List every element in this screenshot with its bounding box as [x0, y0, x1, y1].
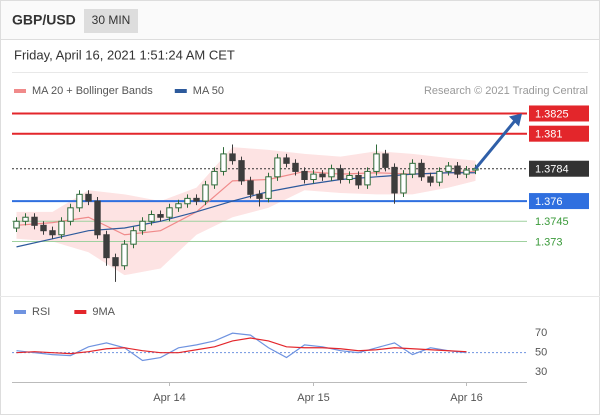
level-label: 1.3784: [535, 164, 569, 176]
rsi-line: [16, 337, 467, 355]
candle-body: [355, 174, 362, 186]
candle-body: [211, 170, 218, 186]
candle-body: [256, 193, 263, 199]
level-label: 1.3745: [535, 216, 569, 228]
candle-body: [400, 173, 407, 194]
candle-body: [157, 214, 164, 218]
y-tick-label: 70: [535, 327, 547, 339]
y-tick-label: 30: [535, 366, 547, 378]
candle-body: [310, 173, 317, 181]
candle-body: [337, 168, 344, 181]
candle-body: [130, 230, 137, 245]
y-tick-label: 50: [535, 347, 547, 359]
candle-body: [436, 170, 443, 183]
candle-body: [265, 176, 272, 199]
legend-label: MA 50: [193, 85, 224, 97]
legend-label: 9MA: [92, 306, 115, 318]
candle-body: [247, 180, 254, 195]
level-label: 1.376: [535, 196, 563, 208]
candle-body: [454, 165, 461, 175]
level-box: [529, 193, 589, 210]
legend-swatch: [174, 89, 187, 93]
candle-body: [85, 193, 92, 202]
candle-body: [103, 234, 110, 259]
candle-body: [391, 166, 398, 194]
candle-body: [472, 168, 479, 171]
candle-body: [364, 170, 371, 186]
candle-body: [382, 153, 389, 168]
candle-body: [139, 220, 146, 232]
forecast-arrow: [474, 118, 518, 170]
level-label: 1.3825: [535, 108, 569, 120]
candle-body: [148, 214, 155, 222]
candle-body: [373, 153, 380, 172]
x-tick-label: Apr 14: [153, 392, 185, 404]
x-tick-label: Apr 16: [450, 392, 482, 404]
candle-body: [202, 184, 209, 202]
legend-swatch: [14, 89, 26, 93]
interval[interactable]: 30 MIN: [92, 13, 131, 27]
level-label: 1.373: [535, 236, 563, 248]
candle-body: [238, 160, 245, 182]
candle-body: [58, 220, 65, 236]
candle-body: [346, 174, 353, 181]
level-label: 1.381: [535, 129, 563, 141]
candle-body: [463, 169, 470, 175]
candle-body: [31, 216, 38, 226]
datetime: Friday, April 16, 2021 1:51:24 AM CET: [14, 47, 235, 62]
candle-body: [229, 153, 236, 162]
candle-body: [319, 173, 326, 178]
legend-label: MA 20 + Bollinger Bands: [32, 85, 153, 97]
candle-body: [22, 216, 29, 222]
candle-body: [184, 197, 191, 205]
candle-body: [40, 224, 47, 232]
candle-body: [166, 207, 173, 218]
symbol: GBP/USD: [12, 12, 76, 28]
candle-body: [13, 220, 20, 229]
candle-body: [67, 207, 74, 222]
candle-body: [175, 203, 182, 209]
level-box: [529, 105, 589, 122]
level-box: [529, 125, 589, 142]
candle-body: [409, 162, 416, 175]
forecast-arrowhead: [509, 113, 522, 127]
candle-body: [121, 243, 128, 267]
interval-badge[interactable]: [84, 9, 138, 33]
rsi-line: [16, 332, 467, 362]
legend-swatch: [74, 310, 87, 314]
level-box: [529, 160, 589, 177]
candle-body: [76, 193, 83, 209]
candle-body: [445, 165, 452, 172]
legend-swatch: [14, 310, 26, 314]
candle-body: [427, 176, 434, 183]
candle-body: [193, 197, 200, 202]
candle-body: [94, 200, 101, 236]
candle-body: [283, 157, 290, 164]
legend-label: RSI: [32, 306, 50, 318]
credit: Research © 2021 Trading Central: [424, 85, 588, 97]
candle-body: [328, 168, 335, 178]
candle-body: [301, 170, 308, 181]
candle-body: [292, 162, 299, 172]
candle-body: [274, 157, 281, 178]
candle-body: [418, 162, 425, 178]
candle-body: [220, 153, 227, 172]
candle-body: [49, 230, 56, 236]
x-tick-label: Apr 15: [297, 392, 329, 404]
candle-body: [112, 257, 119, 267]
